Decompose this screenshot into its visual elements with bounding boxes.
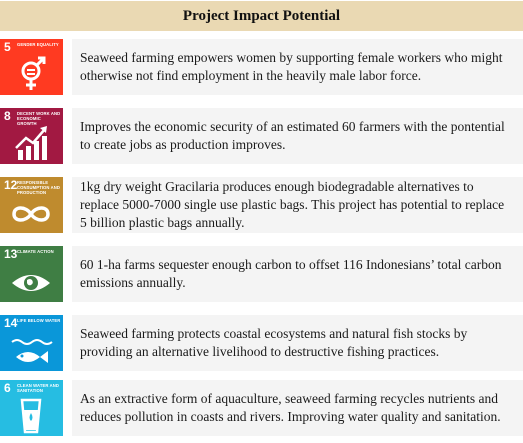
sdg-tile: 12 Responsible Consumption and Productio… <box>0 177 63 233</box>
impact-row: 12 Responsible Consumption and Productio… <box>0 177 523 233</box>
sdg-tile: 5 Gender Equality <box>0 39 63 95</box>
goal-title: Life Below Water <box>17 318 61 323</box>
sdg-tile: 6 Clean Water and Sanitation <box>0 380 63 436</box>
goal-number: 6 <box>4 381 11 395</box>
table-header: Project Impact Potential <box>0 1 523 31</box>
goal-number: 12 <box>4 178 18 192</box>
impact-row: 5 Gender Equality Seaweed farming empowe… <box>0 39 523 95</box>
goal-title: Clean Water and Sanitation <box>17 383 59 393</box>
goal-title: Climate Action <box>17 249 54 254</box>
sdg-tile: 8 Decent Work and Economic Growth <box>0 108 63 164</box>
goal-number: 8 <box>4 109 11 123</box>
goal-number: 13 <box>4 247 18 261</box>
economic-growth-icon <box>15 126 47 160</box>
goal-number: 5 <box>4 40 11 54</box>
infinity-icon <box>12 206 50 222</box>
impact-row: 13 Climate Action 60 1-ha farms sequeste… <box>0 246 523 302</box>
water-glass-icon <box>20 398 42 434</box>
goal-title: Responsible Consumption and Production <box>17 180 60 195</box>
sdg-tile: 14 Life Below Water <box>0 315 63 371</box>
gender-equality-icon <box>21 56 46 90</box>
goal-title: Decent Work and Economic Growth <box>17 111 61 126</box>
impact-description: 60 1-ha farms sequester enough carbon to… <box>72 246 523 302</box>
goal-number: 14 <box>4 316 18 330</box>
impact-description: As an extractive form of aquaculture, se… <box>72 380 523 436</box>
impact-row: 6 Clean Water and Sanitation As an extra… <box>0 380 523 436</box>
sdg-tile: 13 Climate Action <box>0 246 63 302</box>
eye-earth-icon <box>12 275 50 291</box>
goal-title: Gender Equality <box>17 42 59 47</box>
page-title: Project Impact Potential <box>182 7 341 24</box>
impact-description: 1kg dry weight Gracilaria produces enoug… <box>72 177 523 233</box>
impact-description: Seaweed farming empowers women by suppor… <box>72 39 523 95</box>
impact-row: 14 Life Below Water Seaweed farming prot… <box>0 315 523 371</box>
fish-icon <box>11 339 53 363</box>
impact-description: Improves the economic security of an est… <box>72 108 523 164</box>
impact-description: Seaweed farming protects coastal ecosyst… <box>72 315 523 371</box>
impact-row: 8 Decent Work and Economic Growth Improv… <box>0 108 523 164</box>
